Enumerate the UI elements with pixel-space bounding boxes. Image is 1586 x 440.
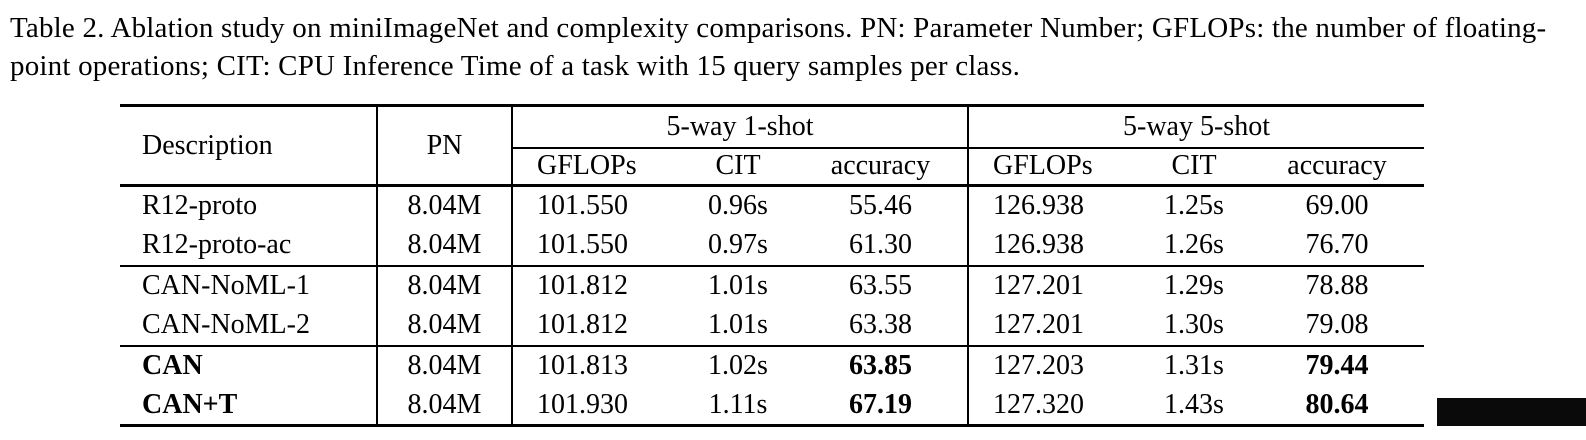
- cell-cit-5shot: 1.43s: [1138, 385, 1250, 427]
- table-header: Description PN 5-way 1-shot 5-way 5-shot…: [120, 104, 1424, 187]
- cell-accuracy-1shot: 55.46: [849, 190, 912, 222]
- cell-description: R12-proto: [142, 190, 258, 222]
- table-header-row-groups: Description PN 5-way 1-shot 5-way 5-shot: [120, 104, 1424, 187]
- cell-pn: 8.04M: [376, 185, 512, 226]
- cell-cit-5shot: 1.26s: [1138, 225, 1250, 267]
- col-header-accuracy-5shot: accuracy: [1250, 147, 1424, 187]
- cell-accuracy-1shot: 63.85: [849, 350, 912, 381]
- cell-cit-5shot: 1.30s: [1138, 305, 1250, 347]
- cell-accuracy-5shot: 76.70: [1250, 225, 1424, 267]
- cell-gflops-5shot: 126.938: [967, 185, 1138, 226]
- cell-description: CAN-NoML-1: [142, 270, 310, 301]
- col-header-cit-5shot: CIT: [1138, 147, 1250, 187]
- cell-cit-1shot: 1.02s: [708, 350, 768, 381]
- table-row-can-noml-2: CAN-NoML-2 8.04M 101.812 1.01s 63.38 127…: [120, 305, 1424, 347]
- cell-accuracy-5shot: 69.00: [1305, 190, 1369, 222]
- cell-pn: 8.04M: [376, 345, 512, 386]
- cell-description: CAN-NoML-2: [120, 305, 377, 347]
- cell-gflops-1shot: 101.812: [511, 305, 682, 347]
- cell-gflops-1shot: 101.812: [511, 265, 682, 306]
- cell-gflops-1shot: 101.813: [511, 345, 682, 386]
- cell-cit-1shot: 1.11s: [682, 385, 794, 427]
- col-header-gflops-5shot: GFLOPs: [967, 147, 1138, 187]
- cell-description: CAN+T: [120, 385, 377, 427]
- cell-pn: 8.04M: [376, 305, 512, 347]
- table-row-r12-proto: R12-proto 8.04M 101.550 0.96s 55.46 126.…: [120, 185, 1424, 226]
- cell-accuracy-5shot: 78.88: [1305, 270, 1369, 301]
- cell-gflops-5shot: 127.201: [967, 265, 1138, 306]
- cell-gflops-5shot: 127.320: [967, 385, 1138, 427]
- col-header-accuracy-1shot: accuracy: [794, 147, 968, 187]
- cell-description: R12-proto-ac: [120, 225, 377, 267]
- cell-accuracy-5shot: 79.44: [1305, 350, 1369, 381]
- cell-accuracy-5shot: 80.64: [1250, 385, 1424, 427]
- col-header-cit-1shot: CIT: [682, 147, 794, 187]
- cell-description: CAN: [142, 350, 203, 381]
- cell-cit-1shot: 0.96s: [708, 190, 768, 222]
- table-row-r12-proto-ac: R12-proto-ac 8.04M 101.550 0.97s 61.30 1…: [120, 225, 1424, 267]
- cell-cit-5shot: 1.25s: [1164, 190, 1224, 222]
- cell-accuracy-1shot: 63.38: [794, 305, 968, 347]
- table-row-can-t: CAN+T 8.04M 101.930 1.11s 67.19 127.320 …: [120, 385, 1424, 427]
- col-group-5way-5shot: 5-way 5-shot: [967, 104, 1424, 149]
- cell-cit-5shot: 1.29s: [1164, 270, 1224, 301]
- col-header-gflops-1shot: GFLOPs: [511, 147, 682, 187]
- col-group-5way-1shot: 5-way 1-shot: [511, 104, 968, 149]
- cell-accuracy-1shot: 63.55: [849, 270, 912, 301]
- cell-cit-1shot: 0.97s: [682, 225, 794, 267]
- cell-gflops-1shot: 101.930: [511, 385, 682, 427]
- bottom-right-artifact: [1437, 398, 1586, 426]
- cell-pn: 8.04M: [376, 385, 512, 427]
- table-header-row-sub: GFLOPs CIT accuracy GFLOPs CIT accuracy: [120, 147, 1424, 187]
- cell-accuracy-1shot: 61.30: [794, 225, 968, 267]
- cell-accuracy-1shot: 67.19: [794, 385, 968, 427]
- table-caption: Table 2. Ablation study on miniImageNet …: [10, 12, 1547, 82]
- ablation-table: Description PN 5-way 1-shot 5-way 5-shot…: [120, 104, 1424, 427]
- col-header-pn: PN: [376, 104, 512, 187]
- cell-gflops-1shot: 101.550: [511, 185, 682, 226]
- cell-cit-1shot: 1.01s: [708, 270, 768, 301]
- table-body: R12-proto 8.04M 101.550 0.96s 55.46 126.…: [120, 185, 1424, 427]
- cell-gflops-5shot: 126.938: [967, 225, 1138, 267]
- cell-gflops-5shot: 127.203: [967, 345, 1138, 386]
- cell-cit-5shot: 1.31s: [1164, 350, 1224, 381]
- cell-pn: 8.04M: [376, 265, 512, 306]
- cell-cit-1shot: 1.01s: [682, 305, 794, 347]
- cell-gflops-5shot: 127.201: [967, 305, 1138, 347]
- col-header-description: Description: [120, 104, 377, 187]
- table-row-can-noml-1: CAN-NoML-1 8.04M 101.812 1.01s 63.55 127…: [120, 265, 1424, 306]
- cell-accuracy-5shot: 79.08: [1250, 305, 1424, 347]
- table-row-can: CAN 8.04M 101.813 1.02s 63.85 127.203 1.…: [120, 345, 1424, 386]
- cell-gflops-1shot: 101.550: [511, 225, 682, 267]
- cell-pn: 8.04M: [376, 225, 512, 267]
